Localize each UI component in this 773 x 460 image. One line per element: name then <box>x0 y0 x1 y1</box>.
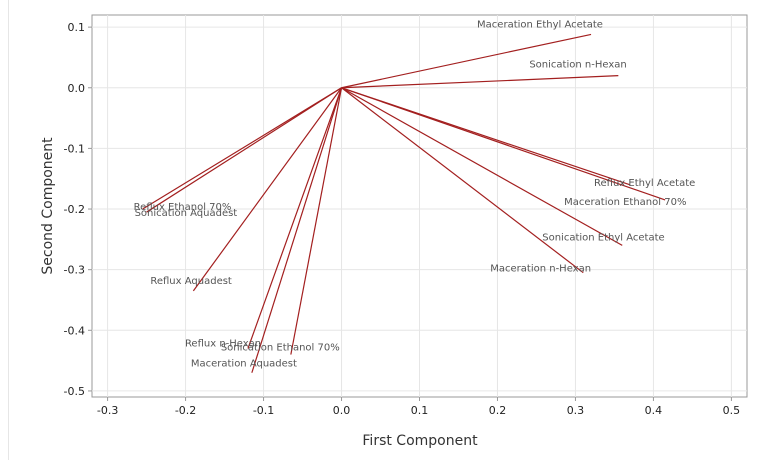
x-tick-label: 0.1 <box>411 404 429 417</box>
vector-label: Maceration Ethyl Acetate <box>477 19 603 30</box>
x-tick-label: -0.3 <box>97 404 118 417</box>
loading-vector <box>341 75 619 89</box>
loading-vector <box>341 87 584 274</box>
vector-label: Reflux Ethyl Acetate <box>594 178 695 189</box>
loading-vector <box>290 87 343 355</box>
vector-label: Reflux Ethanol 70% <box>134 202 232 213</box>
x-tick-label: -0.2 <box>175 404 196 417</box>
grid-lines <box>92 15 747 397</box>
x-axis-title: First Component <box>362 433 478 449</box>
y-tick-label: -0.1 <box>64 142 85 155</box>
loading-vector <box>341 87 623 246</box>
vector-label: Sonication n-Hexan <box>529 60 626 71</box>
vector-labels: Maceration Ethyl Acetate Sonication n-Hex… <box>134 19 696 369</box>
y-tick-label: 0.1 <box>68 21 86 34</box>
vector-label: Maceration Aquadest <box>191 359 297 370</box>
x-tick-label: -0.1 <box>253 404 274 417</box>
x-tick-label: 0.2 <box>489 404 507 417</box>
y-tick-label: -0.2 <box>64 203 85 216</box>
vector-label: Maceration Ethanol 70% <box>564 197 686 208</box>
vector-label: Sonication Ethyl Acetate <box>542 232 664 243</box>
vector-label: Reflux n-Hexan <box>185 338 261 349</box>
left-frame-divider <box>8 0 9 460</box>
loading-vector <box>247 87 343 349</box>
x-tick-label: 0.3 <box>567 404 585 417</box>
y-tick-label: -0.5 <box>64 385 85 398</box>
x-tick-label: 0.4 <box>645 404 663 417</box>
y-tick-label: -0.4 <box>64 324 85 337</box>
loading-vector <box>192 87 343 292</box>
vector-label: Maceration n-Hexan <box>490 264 591 275</box>
loading-vectors <box>142 33 666 373</box>
y-tick-label: 0.0 <box>68 82 86 95</box>
loading-vector <box>341 87 666 201</box>
vector-label: Reflux Aquadest <box>150 276 232 287</box>
axis-ticks: -0.3 -0.2 -0.1 0.0 0.1 0.2 0.3 0.4 0.5 0.1 0.0 -0.1… <box>64 21 741 417</box>
vector-label: Sonication Ethanol 70% <box>221 343 340 354</box>
loading-vector <box>142 87 342 210</box>
x-tick-label: 0.5 <box>723 404 741 417</box>
vector-label: Sonication Aquadest <box>135 208 238 219</box>
y-axis-title: Second Component <box>40 137 56 275</box>
y-tick-label: -0.3 <box>64 264 85 277</box>
loading-vector <box>341 33 592 89</box>
loading-vector <box>251 87 343 373</box>
loading-vector <box>146 87 342 213</box>
x-tick-label: 0.0 <box>333 404 351 417</box>
